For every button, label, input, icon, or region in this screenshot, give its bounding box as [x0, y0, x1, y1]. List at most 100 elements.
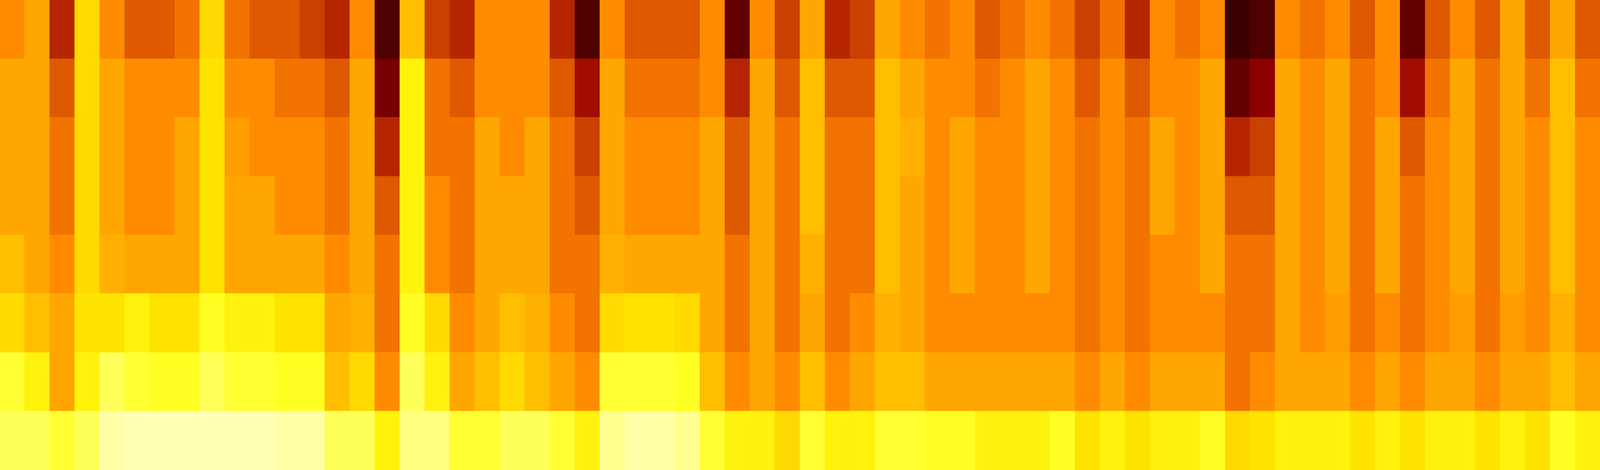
heatmap-cell: [1099, 117, 1126, 177]
heatmap-cell: [799, 0, 826, 60]
heatmap-cell: [1474, 410, 1501, 470]
heatmap-cell: [999, 293, 1026, 353]
heatmap-cell: [1574, 293, 1600, 353]
heatmap-cell: [1249, 58, 1276, 118]
heatmap-cell: [24, 176, 51, 236]
heatmap-cell: [1524, 58, 1551, 118]
heatmap-cell: [1374, 58, 1401, 118]
heatmap-cell: [499, 293, 526, 353]
heatmap-cell: [199, 0, 226, 60]
heatmap-cell: [874, 293, 901, 353]
heatmap-cell: [824, 234, 851, 294]
heatmap-cell: [324, 234, 351, 294]
heatmap-cell: [349, 58, 376, 118]
heatmap-cell: [524, 117, 551, 177]
heatmap-cell: [774, 176, 801, 236]
heatmap-cell: [974, 0, 1001, 60]
heatmap-cell: [1299, 58, 1326, 118]
heatmap-cell: [799, 234, 826, 294]
heatmap-cell: [224, 410, 251, 470]
heatmap-cell: [999, 234, 1026, 294]
heatmap-cell: [1524, 117, 1551, 177]
heatmap-cell: [874, 410, 901, 470]
heatmap-cell: [74, 117, 101, 177]
heatmap-cell: [224, 352, 251, 412]
heatmap-cell: [149, 410, 176, 470]
heatmap-cell: [1249, 293, 1276, 353]
heatmap-cell: [1049, 176, 1076, 236]
heatmap-cell: [49, 352, 76, 412]
heatmap-cell: [374, 293, 401, 353]
heatmap-cell: [674, 352, 701, 412]
heatmap-cell: [1149, 0, 1176, 60]
heatmap-cell: [0, 117, 26, 177]
heatmap-cell: [474, 117, 501, 177]
heatmap-cell: [299, 117, 326, 177]
heatmap-cell: [999, 352, 1026, 412]
heatmap-cell: [799, 58, 826, 118]
heatmap-cell: [199, 410, 226, 470]
heatmap-cell: [24, 117, 51, 177]
heatmap-cell: [374, 352, 401, 412]
heatmap-cell: [724, 176, 751, 236]
heatmap-cell: [249, 352, 276, 412]
heatmap-cell: [1449, 58, 1476, 118]
heatmap-cell: [1474, 293, 1501, 353]
heatmap-cell: [874, 58, 901, 118]
heatmap-cell: [924, 410, 951, 470]
heatmap-cell: [1424, 58, 1451, 118]
heatmap-cell: [1199, 410, 1226, 470]
heatmap-cell: [1549, 58, 1576, 118]
heatmap-cell: [1349, 410, 1376, 470]
heatmap-cell: [1349, 117, 1376, 177]
heatmap-cell: [949, 0, 976, 60]
heatmap-cell: [749, 352, 776, 412]
heatmap-cell: [1099, 234, 1126, 294]
heatmap-cell: [1499, 0, 1526, 60]
heatmap-cell: [999, 410, 1026, 470]
heatmap-cell: [649, 410, 676, 470]
heatmap-cell: [1274, 410, 1301, 470]
heatmap-cell: [1024, 234, 1051, 294]
heatmap-cell: [1224, 58, 1251, 118]
heatmap-cell: [24, 234, 51, 294]
heatmap-cell: [74, 0, 101, 60]
heatmap-cell: [1424, 234, 1451, 294]
heatmap-cell: [1324, 410, 1351, 470]
heatmap-cell: [599, 410, 626, 470]
heatmap-cell: [649, 58, 676, 118]
heatmap-cell: [599, 352, 626, 412]
heatmap-cell: [699, 352, 726, 412]
heatmap-cell: [924, 352, 951, 412]
heatmap-cell: [1449, 176, 1476, 236]
heatmap-cell: [1099, 176, 1126, 236]
heatmap-cell: [449, 58, 476, 118]
heatmap-cell: [949, 293, 976, 353]
heatmap-cell: [774, 234, 801, 294]
heatmap-cell: [274, 58, 301, 118]
heatmap-cell: [174, 410, 201, 470]
heatmap-cell: [474, 352, 501, 412]
heatmap-cell: [1099, 352, 1126, 412]
heatmap-cell: [1199, 117, 1226, 177]
heatmap-cell: [674, 234, 701, 294]
heatmap-cell: [899, 293, 926, 353]
heatmap-cell: [1349, 58, 1376, 118]
heatmap-cell: [0, 352, 26, 412]
heatmap-cell: [624, 293, 651, 353]
heatmap-cell: [774, 58, 801, 118]
heatmap-cell: [1449, 410, 1476, 470]
heatmap-cell: [0, 234, 26, 294]
heatmap-cell: [1424, 410, 1451, 470]
heatmap-cell: [424, 234, 451, 294]
heatmap-cell: [299, 352, 326, 412]
heatmap-cell: [574, 410, 601, 470]
heatmap-cell: [474, 293, 501, 353]
heatmap-cell: [1549, 234, 1576, 294]
heatmap-cell: [1374, 0, 1401, 60]
heatmap-cell: [674, 293, 701, 353]
heatmap-cell: [1224, 293, 1251, 353]
heatmap-cell: [724, 352, 751, 412]
heatmap-cell: [199, 58, 226, 118]
heatmap-cell: [1249, 234, 1276, 294]
